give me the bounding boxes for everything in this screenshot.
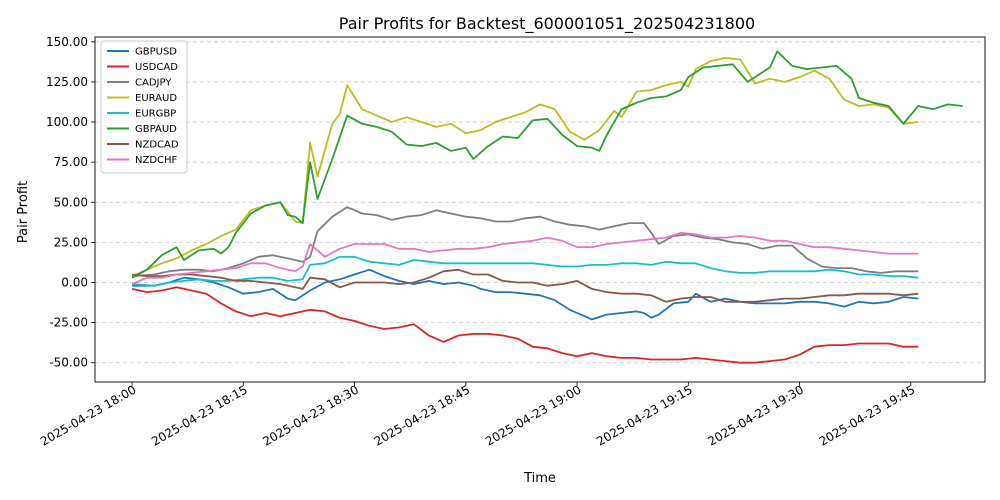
chart-title: Pair Profits for Backtest_600001051_2025… [339,14,755,34]
series-line-nzdchf [131,231,919,285]
legend-label: NZDCAD [135,140,179,151]
series-line-eurgbp [132,255,919,287]
y-tick-label: 75.00 [54,155,88,169]
legend-label: USDCAD [135,62,178,73]
x-tick-label: 2025-04-23 19:00 [483,382,584,448]
legend-label: CADJPY [135,78,172,89]
y-tick-label: 125.00 [46,75,88,89]
legend-label: GBPUSD [135,47,177,58]
legend-label: EURAUD [135,93,177,104]
y-tick-label: 150.00 [46,35,88,49]
y-gridlines [95,41,985,364]
y-tick-label: -25.00 [49,316,88,330]
x-tick-label: 2025-04-23 19:45 [817,382,918,448]
x-axis-label: Time [523,471,556,486]
series-lines [131,50,963,364]
y-tick-label: 100.00 [46,115,88,129]
x-tick-label: 2025-04-23 18:45 [372,382,473,448]
legend-label: EURGBP [135,109,176,120]
x-tick-label: 2025-04-23 19:30 [705,382,806,448]
x-tick-label: 2025-04-23 18:30 [260,382,361,448]
series-line-cadjpy [132,206,919,277]
series-line-nzdcad [132,268,919,303]
series-line-gbpaud [131,50,963,279]
y-tick-label: -50.00 [49,356,88,370]
legend-label: GBPAUD [135,124,177,135]
x-tick-label: 2025-04-23 19:15 [594,382,695,448]
y-tick-label: 25.00 [54,235,88,249]
plot-frame [94,36,986,383]
y-axis-label: Pair Profit [16,181,31,243]
y-tick-label: 50.00 [54,195,88,209]
x-tick-label: 2025-04-23 18:00 [38,382,139,448]
x-tick-label: 2025-04-23 18:15 [149,382,250,448]
legend-frame [100,40,188,174]
series-line-gbpusd [132,268,919,321]
legend: GBPUSD USDCAD CADJPY EURAUD EURGBP GBPAUD NZDC… [100,40,188,174]
y-tick-label: 0.00 [61,276,88,290]
series-line-usdcad [131,286,919,364]
legend-label: NZDCHF [135,155,178,166]
